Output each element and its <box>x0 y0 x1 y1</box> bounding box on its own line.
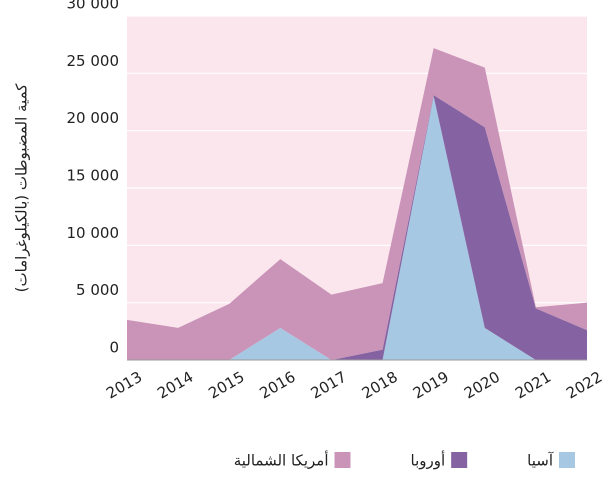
x-tick-label: 2017 <box>308 368 350 403</box>
x-tick-label: 2018 <box>359 368 401 403</box>
area <box>127 48 587 361</box>
area <box>127 96 587 361</box>
legend-label: أمريكا الشمالية <box>234 451 329 470</box>
y-tick-label: 15 000 <box>67 167 120 185</box>
x-tick-label: 2016 <box>257 368 299 403</box>
x-tick-label: 2015 <box>205 368 247 403</box>
legend-swatch <box>334 452 351 468</box>
x-tick-label: 2019 <box>410 368 452 403</box>
y-tick-label: 10 000 <box>67 224 120 242</box>
legend-swatch <box>559 452 575 468</box>
y-tick-label: 5 000 <box>76 281 119 299</box>
y-tick-label: 30 000 <box>67 0 120 13</box>
x-tick-label: 2021 <box>512 368 554 403</box>
y-tick-label: 20 000 <box>67 109 120 127</box>
x-tick-label: 2014 <box>154 368 196 403</box>
area <box>127 95 587 361</box>
y-tick-label: 0 <box>109 339 119 357</box>
legend-label: أوروبا <box>411 451 446 470</box>
legend-label: آسيا <box>527 452 554 470</box>
y-axis-label: كمية المضبوطات (بالكيلوغرامات) <box>13 83 31 293</box>
x-tick-label: 2022 <box>563 368 604 403</box>
x-tick-label: 2013 <box>103 368 145 403</box>
y-tick-label: 25 000 <box>67 52 120 70</box>
x-tick-label: 2020 <box>461 368 503 403</box>
legend-swatch <box>451 452 468 468</box>
